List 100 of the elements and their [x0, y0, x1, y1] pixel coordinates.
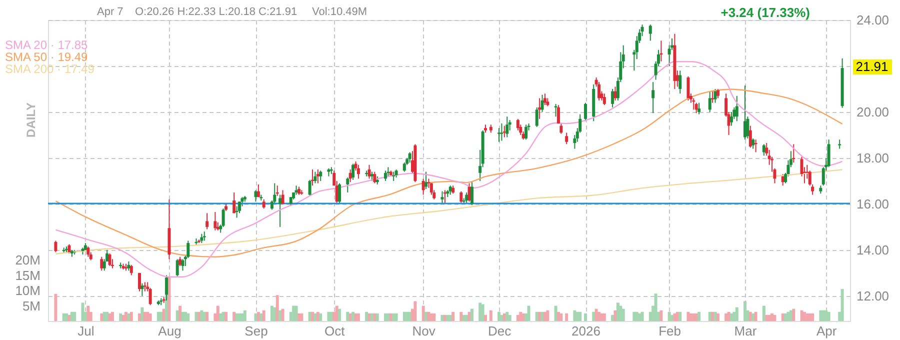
- candlestick: [373, 171, 376, 184]
- bar: [640, 312, 644, 321]
- bar: [660, 310, 663, 321]
- y-tick-label: 12.00: [856, 288, 890, 304]
- bar: [354, 313, 358, 321]
- bar: [110, 312, 114, 321]
- candlestick: [554, 103, 558, 118]
- text: +3.24 (17.33%): [720, 5, 810, 20]
- bar: [478, 302, 482, 321]
- x-tick-label: Nov: [412, 324, 436, 338]
- bar: [622, 308, 625, 321]
- candlestick: [470, 182, 474, 206]
- bar: [206, 312, 209, 321]
- text: O:20.26 H:22.33 L:20.18 C:21.91: [135, 6, 298, 18]
- candlestick: [240, 196, 244, 207]
- x-tick-label: Feb: [658, 324, 682, 338]
- bar: [724, 313, 728, 321]
- candlestick: [384, 170, 387, 182]
- bar: [243, 310, 246, 321]
- bar: [819, 310, 822, 321]
- y-tick-label: 16.00: [856, 196, 890, 212]
- bar: [376, 313, 379, 321]
- bar: [440, 314, 444, 321]
- x-tick-label: 2026: [572, 324, 600, 338]
- candlestick: [711, 90, 714, 104]
- bar: [773, 314, 776, 321]
- y-tick-label: 18.00: [856, 150, 890, 166]
- bar: [232, 312, 236, 321]
- bar: [365, 312, 368, 321]
- candlestick: [140, 282, 144, 296]
- bar: [578, 312, 582, 321]
- x-tick-label: Mar: [734, 324, 758, 338]
- candlestick: [838, 139, 842, 150]
- candlestick: [448, 185, 452, 196]
- bar: [546, 310, 550, 321]
- bar: [356, 313, 360, 321]
- candlestick: [460, 190, 463, 204]
- candlestick: [338, 182, 342, 204]
- bar: [786, 312, 790, 321]
- candlestick: [540, 94, 544, 112]
- bar: [394, 313, 398, 321]
- bar: [373, 313, 376, 321]
- bar: [452, 312, 455, 321]
- bar: [281, 308, 284, 321]
- candlestick: [319, 170, 322, 182]
- bar: [500, 314, 504, 321]
- candlestick: [346, 177, 350, 193]
- bar: [427, 312, 430, 321]
- candlestick: [278, 194, 282, 228]
- candlestick: [138, 272, 141, 292]
- text: SMA 20 · 17.85: [5, 38, 88, 52]
- candlestick: [281, 190, 284, 204]
- y-tick-label: 24.00: [856, 12, 890, 28]
- bar: [752, 313, 755, 321]
- y-tick-label: 14.00: [856, 242, 890, 258]
- candlestick: [86, 246, 90, 258]
- candlestick: [694, 102, 698, 114]
- candlestick: [392, 171, 396, 182]
- bar: [527, 306, 530, 321]
- bar: [538, 312, 542, 321]
- bar: [762, 306, 766, 321]
- bar: [127, 313, 130, 321]
- bar: [160, 312, 163, 321]
- bar: [711, 312, 714, 321]
- candlestick: [556, 104, 560, 124]
- candlestick: [827, 139, 830, 168]
- bar: [140, 307, 144, 321]
- x-tick-label: Apr: [816, 324, 838, 338]
- candlestick: [498, 128, 501, 142]
- bar: [314, 313, 317, 321]
- bar: [754, 312, 758, 321]
- bar: [432, 313, 436, 321]
- text: SMA 50 · 19.49: [5, 50, 88, 64]
- x-tick-label: Oct: [324, 324, 346, 338]
- candlestick: [560, 122, 563, 134]
- bar: [254, 313, 258, 321]
- bar: [614, 310, 617, 321]
- candlestick: [584, 102, 588, 122]
- candlestick: [535, 106, 538, 128]
- bar: [273, 307, 276, 321]
- bar: [673, 313, 676, 321]
- bar: [824, 310, 828, 321]
- bar: [686, 312, 690, 321]
- text: SMA 200 · 17.49: [5, 62, 95, 76]
- bar: [392, 313, 396, 321]
- bar: [276, 295, 279, 321]
- bar: [73, 312, 76, 321]
- bar: [743, 301, 746, 321]
- bar: [732, 312, 736, 321]
- bar: [560, 313, 563, 321]
- y2-tick-label: 10M: [15, 283, 40, 298]
- candlestick: [108, 252, 112, 267]
- candlestick: [368, 164, 371, 180]
- bar: [565, 313, 568, 321]
- bar: [506, 312, 509, 321]
- candlestick: [500, 122, 504, 142]
- candlestick: [232, 192, 236, 214]
- y2-tick-label: 5M: [22, 298, 40, 314]
- bar: [765, 314, 768, 321]
- y2-tick-label: 15M: [15, 268, 40, 283]
